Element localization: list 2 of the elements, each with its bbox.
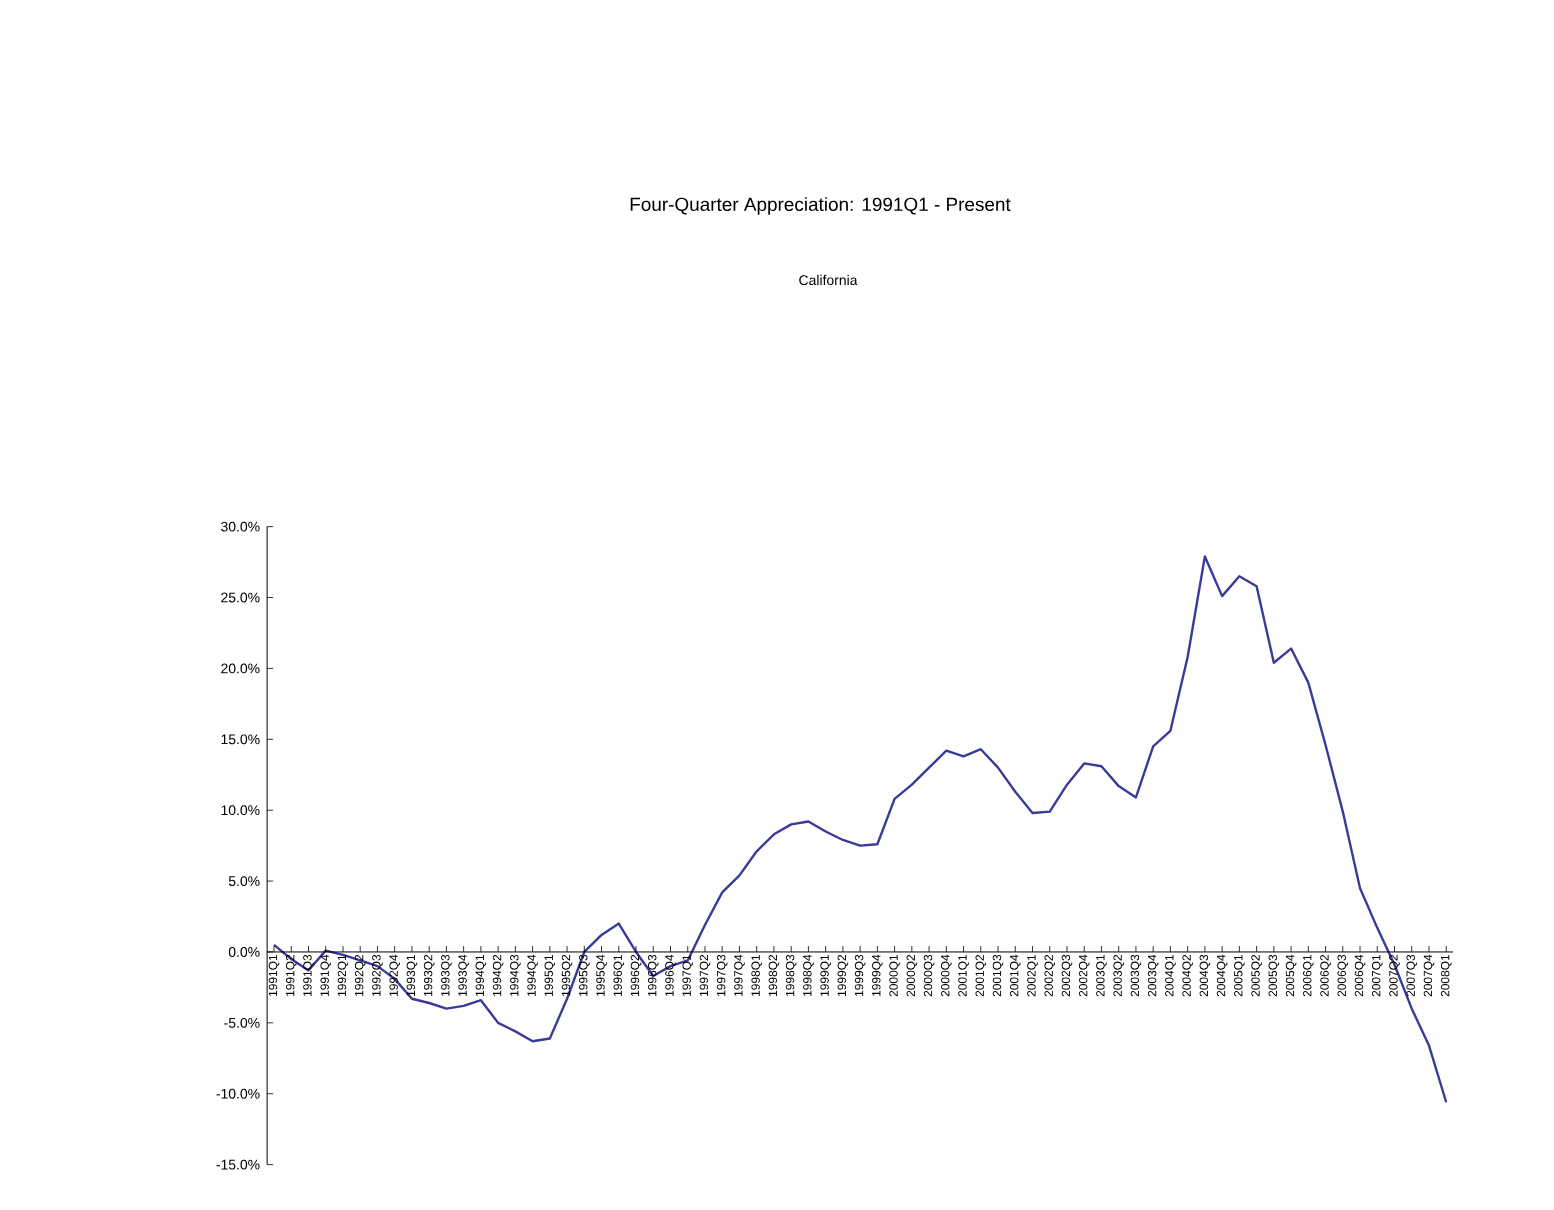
line-series [272,555,1448,1104]
chart-title: Four-Quarter Appreciation: 1991Q1 - Present [630,197,1011,215]
